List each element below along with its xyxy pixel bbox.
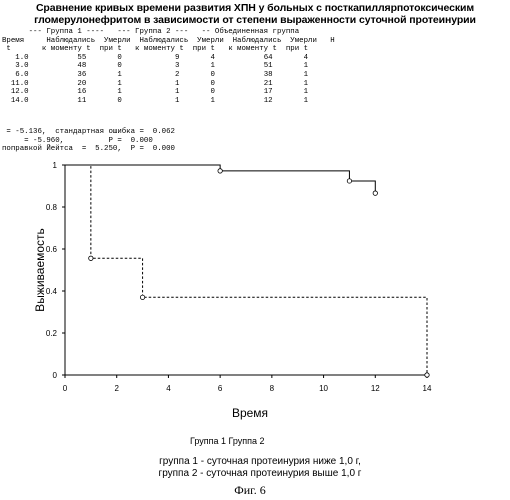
x-tick-label: 6 bbox=[218, 384, 223, 393]
table-cell: 0 bbox=[86, 54, 121, 62]
table-cell: 51 bbox=[215, 62, 273, 70]
table-cell: 1 bbox=[86, 71, 121, 79]
table-cell-time: 6.0 bbox=[2, 71, 29, 79]
table-row: 11.0 20 1 1 0 21 1 bbox=[2, 80, 308, 88]
note-line-2: группа 2 - суточная протеинурия выше 1,0… bbox=[90, 468, 430, 480]
table-cell: 1 bbox=[122, 80, 180, 88]
table-cell: 20 bbox=[29, 80, 87, 88]
table-cell: 0 bbox=[179, 88, 214, 96]
table-cell: 36 bbox=[29, 71, 87, 79]
table-cell: 1 bbox=[273, 62, 308, 70]
table-cell: 1 bbox=[273, 88, 308, 96]
life-table: --- Группа 1 ---- --- Группа 2 --- -- Об… bbox=[2, 28, 335, 105]
y-tick-label: 0 bbox=[53, 371, 58, 380]
chart-ticks: 0 2 4 6 8 10 12 14 0 0.2 0.4 0.6 0.8 1 bbox=[46, 161, 432, 393]
table-cell: 4 bbox=[179, 54, 214, 62]
y-axis-label: Выживаемость bbox=[33, 210, 47, 330]
chart-axes bbox=[65, 165, 427, 375]
table-cell-time: 1.0 bbox=[2, 54, 29, 62]
stat-line-2: = -5.960, P = 0.000 bbox=[2, 137, 153, 145]
test-statistics: = -5.136, стандартная ошибка = 0.062 = -… bbox=[2, 128, 175, 154]
table-cell-time: 14.0 bbox=[2, 97, 29, 105]
table-cell-time: 11.0 bbox=[2, 80, 29, 88]
table-column-header-2: t к моменту t при t к моменту t при t к … bbox=[2, 45, 308, 53]
censor-marker-group-1 bbox=[373, 191, 377, 195]
table-cell: 1 bbox=[273, 97, 308, 105]
table-cell: 64 bbox=[215, 54, 273, 62]
figure-label: Фиг. 6 bbox=[210, 483, 290, 498]
survival-chart: 0 2 4 6 8 10 12 14 0 0.2 0.4 0.6 0.8 1 bbox=[0, 155, 510, 405]
y-tick-label: 1 bbox=[53, 161, 58, 170]
table-cell: 0 bbox=[179, 80, 214, 88]
table-cell: 1 bbox=[86, 88, 121, 96]
table-cell: 1 bbox=[122, 88, 180, 96]
table-cell: 17 bbox=[215, 88, 273, 96]
table-cell: 48 bbox=[29, 62, 87, 70]
censor-marker-group-2 bbox=[89, 256, 93, 260]
x-axis-label: Время bbox=[210, 406, 290, 420]
y-tick-label: 0.4 bbox=[46, 287, 58, 296]
y-tick-label: 0.8 bbox=[46, 203, 58, 212]
table-row: 3.0 48 0 3 1 51 1 bbox=[2, 62, 308, 70]
table-row: 6.0 36 1 2 0 38 1 bbox=[2, 71, 308, 79]
y-tick-label: 0.6 bbox=[46, 245, 58, 254]
table-row: 1.0 55 0 9 4 64 4 bbox=[2, 54, 308, 62]
table-cell: 9 bbox=[122, 54, 180, 62]
table-cell: 55 bbox=[29, 54, 87, 62]
table-cell: 0 bbox=[86, 97, 121, 105]
y-tick-label: 0.2 bbox=[46, 329, 58, 338]
stat-line-1: = -5.136, стандартная ошибка = 0.062 bbox=[2, 128, 175, 136]
table-cell: 1 bbox=[122, 97, 180, 105]
legend-text: Группа 1 Группа 2 bbox=[190, 436, 265, 446]
chart-series bbox=[65, 165, 429, 377]
table-rows: 1.0 55 0 9 4 64 4 3.0 48 0 3 1 51 1 6.0 … bbox=[2, 54, 308, 105]
censor-marker-group-1 bbox=[218, 169, 222, 173]
x-tick-label: 10 bbox=[319, 384, 328, 393]
table-cell: 0 bbox=[86, 62, 121, 70]
table-row: 14.0 11 0 1 1 12 1 bbox=[2, 97, 308, 105]
table-cell: 4 bbox=[273, 54, 308, 62]
table-cell-time: 3.0 bbox=[2, 62, 29, 70]
x-tick-label: 2 bbox=[114, 384, 119, 393]
censor-marker-group-2 bbox=[425, 373, 429, 377]
table-column-header-1: Время Наблюдались Умерли Наблюдались Уме… bbox=[2, 37, 335, 45]
figure-notes: группа 1 - суточная протеинурия ниже 1,0… bbox=[90, 456, 430, 480]
table-cell: 2 bbox=[122, 71, 180, 79]
x-tick-label: 4 bbox=[166, 384, 171, 393]
table-cell: 21 bbox=[215, 80, 273, 88]
table-cell: 38 bbox=[215, 71, 273, 79]
table-cell: 1 bbox=[179, 97, 214, 105]
table-row: 12.0 16 1 1 0 17 1 bbox=[2, 88, 308, 96]
censor-marker-group-2 bbox=[140, 295, 144, 299]
series-line-group-2 bbox=[65, 165, 427, 375]
table-group-header: --- Группа 1 ---- --- Группа 2 --- -- Об… bbox=[2, 28, 299, 36]
note-line-1: группа 1 - суточная протеинурия ниже 1,0… bbox=[90, 456, 430, 468]
table-cell: 1 bbox=[179, 62, 214, 70]
x-tick-label: 14 bbox=[423, 384, 432, 393]
x-tick-label: 12 bbox=[371, 384, 380, 393]
x-tick-label: 0 bbox=[63, 384, 68, 393]
censor-marker-group-1 bbox=[347, 179, 351, 183]
table-cell-time: 12.0 bbox=[2, 88, 29, 96]
table-cell: 0 bbox=[179, 71, 214, 79]
table-cell: 1 bbox=[273, 80, 308, 88]
table-cell: 1 bbox=[86, 80, 121, 88]
table-cell: 11 bbox=[29, 97, 87, 105]
table-cell: 12 bbox=[215, 97, 273, 105]
table-cell: 16 bbox=[29, 88, 87, 96]
figure-title: Сравнение кривых времени развития ХПН у … bbox=[4, 2, 506, 26]
table-cell: 1 bbox=[273, 71, 308, 79]
table-cell: 3 bbox=[122, 62, 180, 70]
x-tick-label: 8 bbox=[270, 384, 275, 393]
stat-line-3: поправкой Йейтса = 5.250, P = 0.000 bbox=[2, 145, 175, 153]
